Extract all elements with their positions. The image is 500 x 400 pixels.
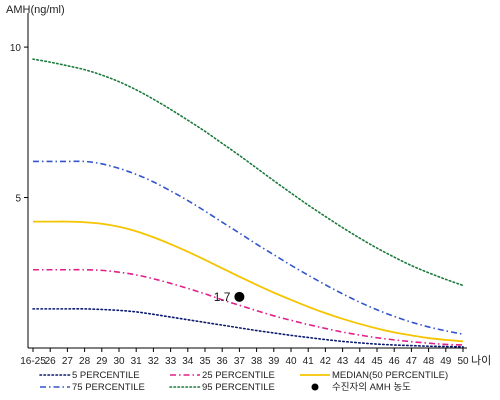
x-tick-label: 34	[182, 356, 194, 367]
patient-amh-point	[234, 291, 245, 302]
legend-label: 수진자의 AMH 농도	[332, 382, 411, 393]
legend-label: 25 PERCENTILE	[202, 370, 275, 381]
legend-label: 5 PERCENTILE	[72, 370, 140, 381]
x-tick-label: 32	[148, 356, 160, 367]
x-tick-label: 48	[423, 356, 435, 367]
x-tick-label: 36	[217, 356, 229, 367]
x-tick-label: 42	[320, 356, 332, 367]
legend-label: MEDIAN(50 PERCENTILE)	[332, 370, 448, 381]
legend-item: 25 PERCENTILE	[170, 370, 275, 381]
legend-item: 95 PERCENTILE	[169, 382, 275, 393]
x-tick-label: 16-25	[20, 356, 46, 367]
series-line-75-percentile	[33, 160, 464, 335]
series-line-25-percentile	[33, 268, 464, 346]
legend-marker	[311, 383, 319, 391]
x-tick-label: 44	[354, 356, 366, 367]
x-tick-label: 45	[371, 356, 383, 367]
legend-item: 수진자의 AMH 농도	[311, 382, 411, 393]
legend-item: MEDIAN(50 PERCENTILE)	[300, 370, 448, 381]
x-tick-label: 28	[79, 356, 91, 367]
series-line-5-percentile	[32, 308, 464, 348]
series-line-median-50-percentile	[32, 220, 464, 343]
x-axis-title: 나이	[471, 354, 491, 367]
series-line-95-percentile	[32, 58, 464, 287]
x-tick-label: 49	[440, 356, 452, 367]
y-tick-label: 10	[10, 43, 22, 54]
series-layer	[32, 58, 464, 348]
x-tick-label: 50	[457, 356, 469, 367]
x-tick-label: 46	[389, 356, 401, 367]
legend-label: 75 PERCENTILE	[72, 382, 145, 393]
legend-item: 5 PERCENTILE	[39, 370, 140, 381]
x-tick-label: 37	[234, 356, 246, 367]
y-axis-title: AMH(ng/ml)	[6, 4, 65, 16]
x-tick-label: 31	[131, 356, 143, 367]
highlight-layer: 1.7	[214, 290, 245, 304]
legend-label: 95 PERCENTILE	[202, 382, 275, 393]
x-tick-label: 26	[45, 356, 57, 367]
patient-amh-label: 1.7	[214, 290, 231, 304]
y-tick-label: 5	[15, 194, 21, 205]
x-tick-label: 47	[406, 356, 418, 367]
x-tick-label: 29	[96, 356, 108, 367]
x-tick-label: 43	[337, 356, 349, 367]
legend: 5 PERCENTILE 25 PERCENTILE MEDIAN(50 PERCE…	[39, 370, 448, 393]
x-tick-label: 41	[303, 356, 315, 367]
x-tick-label: 35	[199, 356, 211, 367]
x-tick-label: 40	[285, 356, 297, 367]
x-tick-label: 38	[251, 356, 263, 367]
x-tick-label: 27	[62, 356, 74, 367]
x-tick-label: 33	[165, 356, 177, 367]
legend-item: 75 PERCENTILE	[40, 382, 145, 393]
x-tick-label: 39	[268, 356, 280, 367]
x-tick-label: 30	[113, 356, 125, 367]
